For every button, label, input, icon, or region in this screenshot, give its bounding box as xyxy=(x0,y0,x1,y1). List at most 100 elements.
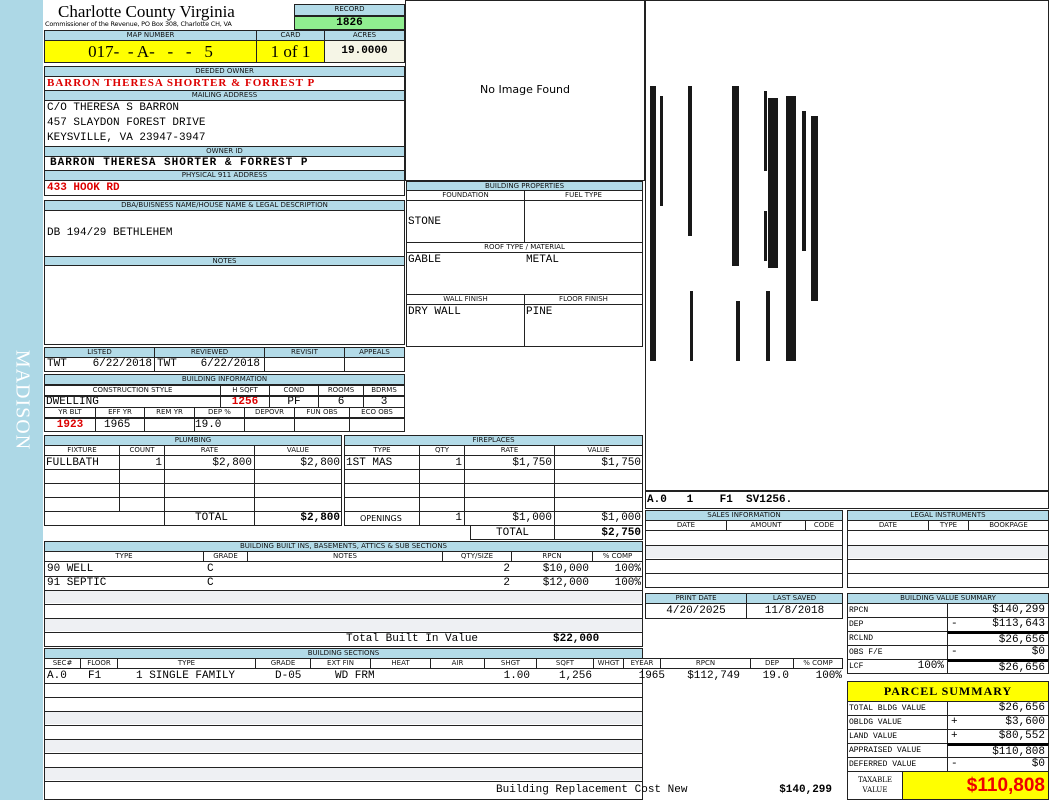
summary-row-value: - $0 xyxy=(947,757,1049,772)
print-date: 4/20/2025 xyxy=(645,603,747,619)
reviewed-cell: TWT 6/22/2018 xyxy=(154,357,265,372)
sidebar-label: MADISON xyxy=(11,349,34,451)
summary-row-value: $110,808 xyxy=(947,743,1049,758)
remyr-value xyxy=(144,418,195,432)
summary-row-value: $26,656 xyxy=(947,701,1049,716)
mailing-address: C/O THERESA S BARRON 457 SLAYDON FOREST … xyxy=(44,100,405,147)
section-cell: WD FRM xyxy=(335,670,375,682)
fireplaces-table xyxy=(344,445,643,526)
depovr-label: DEPOVR xyxy=(244,407,295,418)
grade-cell: C xyxy=(207,577,214,589)
foundation-label: FOUNDATION xyxy=(406,190,525,201)
bvs-row-value: $26,656 xyxy=(947,659,1049,674)
col-header: QTY xyxy=(419,445,465,456)
value-cell: $2,800 xyxy=(300,457,340,469)
wall-label: WALL FINISH xyxy=(406,294,525,305)
summary-row-label: OBLDG VALUE xyxy=(847,715,948,730)
rate-cell: $2,800 xyxy=(212,457,252,469)
card-number: 1 of 1 xyxy=(256,40,325,63)
col-header: EXT FIN xyxy=(310,658,371,669)
summary-row-value: + $3,600 xyxy=(947,715,1049,730)
col-header: COUNT xyxy=(119,445,165,456)
col-header: BOOKPAGE xyxy=(968,520,1049,531)
sketch-area xyxy=(645,0,1049,491)
comp-cell: 100% xyxy=(614,577,641,589)
col-header: DATE xyxy=(645,520,727,531)
col-header: RPCN xyxy=(511,551,593,562)
parcel-summary-label: PARCEL SUMMARY xyxy=(847,681,1049,702)
col-header: FLOOR xyxy=(80,658,118,669)
effyr-label: EFF YR xyxy=(95,407,145,418)
col-header: GRADE xyxy=(203,551,248,562)
type-cell: 1ST MAS xyxy=(346,457,393,469)
bdrms-label: BDRMS xyxy=(363,385,405,396)
summary-row-label: DEFERRED VALUE xyxy=(847,757,948,772)
col-header: VALUE xyxy=(554,445,643,456)
col-header: SQFT xyxy=(536,658,594,669)
sections-total: $140,299 xyxy=(779,784,832,796)
taxable-value: $110,808 xyxy=(902,771,1049,800)
section-cell: 1 SINGLE FAMILY xyxy=(136,670,236,682)
wall-value: DRY WALL xyxy=(408,306,461,318)
roof-material: METAL xyxy=(526,254,560,266)
bvs-row-label: DEP xyxy=(847,617,948,632)
col-header: FIXTURE xyxy=(44,445,120,456)
photo-area: No Image Found xyxy=(405,0,645,181)
yrblt-label: YR BLT xyxy=(44,407,96,418)
taxable-label: TAXABLE VALUE xyxy=(847,771,903,800)
section-cell: 100% xyxy=(815,670,842,682)
count-cell: 1 xyxy=(155,457,162,469)
deeded-owner: BARRON THERESA SHORTER & FORREST P xyxy=(44,76,405,91)
comp-cell: 100% xyxy=(614,563,641,575)
building-info-label: BUILDING INFORMATION xyxy=(44,374,405,385)
record-label: RECORD xyxy=(294,4,405,16)
bvs-row-label: OBS F/E xyxy=(847,645,948,660)
mailing-line: KEYSVILLE, VA 23947-3947 xyxy=(47,132,206,144)
builtins-total-label: Total Built In Value xyxy=(346,633,479,645)
notes-box[interactable] xyxy=(44,265,405,345)
funobs-label: FUN OBS xyxy=(294,407,350,418)
fixture-cell: FULLBATH xyxy=(46,457,99,469)
dba-value: DB 194/29 BETHLEHEM xyxy=(44,210,405,257)
col-header: GRADE xyxy=(255,658,311,669)
type-cell: 90 WELL xyxy=(47,563,94,575)
dep-value: 19.0 xyxy=(194,418,245,432)
roof-type: GABLE xyxy=(408,254,442,266)
col-header: NOTES xyxy=(247,551,443,562)
value-cell: $1,750 xyxy=(601,457,641,469)
sketch-drawing xyxy=(650,86,818,361)
dep-label: DEP % xyxy=(194,407,245,418)
rpcn-cell: $10,000 xyxy=(542,563,589,575)
last-saved: 11/8/2018 xyxy=(746,603,843,619)
plumbing-total: $2,800 xyxy=(300,512,340,524)
col-header: AMOUNT xyxy=(726,520,806,531)
sidebar: MADISON xyxy=(0,0,43,800)
col-header: RPCN xyxy=(660,658,751,669)
summary-row-label: LAND VALUE xyxy=(847,729,948,744)
col-header: RATE xyxy=(464,445,555,456)
section-cell: 1965 xyxy=(638,670,665,682)
mailing-line: 457 SLAYDON FOREST DRIVE xyxy=(47,117,206,129)
col-header: SHGT xyxy=(484,658,537,669)
bvs-row-value: - $0 xyxy=(947,645,1049,660)
qty-cell: 2 xyxy=(503,577,510,589)
physical-address: 433 HOOK RD xyxy=(44,180,405,196)
col-header: WHGT xyxy=(593,658,624,669)
builtins-total: $22,000 xyxy=(553,633,600,645)
col-header: DEP xyxy=(750,658,794,669)
plumbing-total-label: TOTAL xyxy=(195,512,229,524)
section-cell: D-05 xyxy=(275,670,302,682)
type-cell: 91 SEPTIC xyxy=(47,577,107,589)
no-image-text: No Image Found xyxy=(480,83,570,96)
plumbing-table xyxy=(44,445,342,526)
ecoobs-value xyxy=(349,418,405,432)
remyr-label: REM YR xyxy=(144,407,195,418)
sections-total-label: Building Replacement Cost New xyxy=(496,784,688,796)
fuel-label: FUEL TYPE xyxy=(524,190,643,201)
col-header: % COMP xyxy=(592,551,643,562)
rpcn-cell: $12,000 xyxy=(542,577,589,589)
fireplaces-total-box xyxy=(470,525,643,540)
summary-row-label: TOTAL BLDG VALUE xyxy=(847,701,948,716)
sketch-caption: A.0 1 F1 SV1256. xyxy=(645,491,1049,509)
map-number: 017- - A- - - 5 xyxy=(44,40,257,63)
